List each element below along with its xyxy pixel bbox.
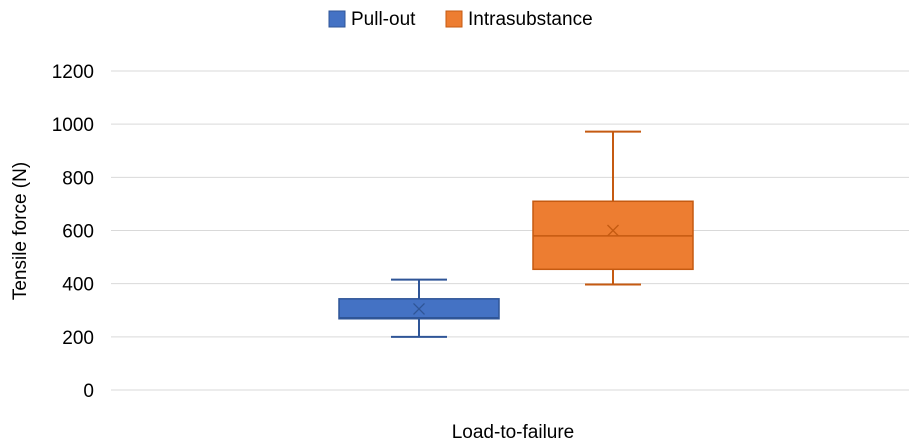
legend-label-intrasubstance: Intrasubstance <box>468 9 593 30</box>
y-tick-label: 800 <box>62 168 94 189</box>
y-tick-label: 200 <box>62 328 94 349</box>
legend-swatch-intrasubstance <box>445 10 463 28</box>
legend-swatch-pull-out <box>328 10 346 28</box>
gridlines <box>111 70 909 391</box>
y-tick-label: 400 <box>62 275 94 296</box>
y-axis-tick-labels: 0 200 400 600 800 1000 1200 <box>52 62 94 402</box>
mean-marker <box>607 224 619 237</box>
y-tick-label: 0 <box>83 381 94 402</box>
mean-marker <box>413 302 425 315</box>
box-intrasubstance <box>532 130 694 286</box>
y-tick-label: 1200 <box>52 62 94 83</box>
y-tick-label: 600 <box>62 222 94 243</box>
legend-label-pull-out: Pull-out <box>351 9 416 30</box>
box-series <box>338 130 694 338</box>
box-pull-out <box>338 278 500 338</box>
legend: Pull-out Intrasubstance <box>328 9 593 30</box>
x-axis-title: Load-to-failure <box>452 422 575 440</box>
y-tick-label: 1000 <box>52 115 94 136</box>
y-axis-title: Tensile force (N) <box>10 162 31 300</box>
